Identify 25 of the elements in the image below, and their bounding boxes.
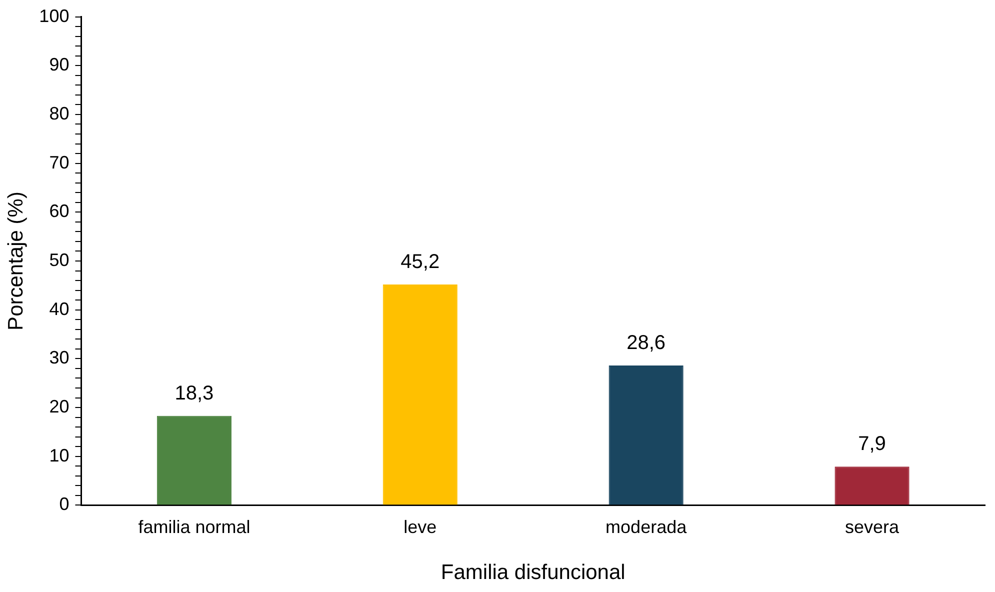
y-tick-label: 60 [49, 201, 70, 222]
y-tick-label: 40 [49, 298, 70, 319]
x-tick-label: familia normal [138, 516, 250, 537]
y-tick-label: 70 [49, 152, 70, 172]
x-tick-label: leve [404, 516, 437, 537]
y-tick-label: 0 [59, 494, 70, 514]
data-label: 28,6 [626, 332, 666, 354]
data-label: 7,9 [858, 433, 886, 456]
y-tick-label: 20 [49, 396, 70, 416]
y-tick-label: 30 [49, 348, 70, 368]
y-tick-label: 50 [49, 250, 70, 270]
bar [834, 466, 910, 505]
x-axis-title: Familia disfuncional [440, 561, 626, 584]
y-tick-label: 80 [49, 103, 70, 124]
bar [156, 416, 232, 505]
data-label: 18,3 [174, 382, 214, 404]
y-axis-title: Porcentaje (%) [4, 192, 28, 330]
data-label: 45,2 [400, 250, 440, 273]
y-tick-label: 90 [49, 54, 70, 75]
y-tick-label: 10 [49, 445, 70, 466]
bar [608, 366, 684, 505]
x-tick-label: moderada [606, 516, 688, 537]
bar [382, 284, 458, 505]
x-tick-label: severa [845, 516, 900, 537]
y-tick-label: 100 [39, 6, 70, 26]
